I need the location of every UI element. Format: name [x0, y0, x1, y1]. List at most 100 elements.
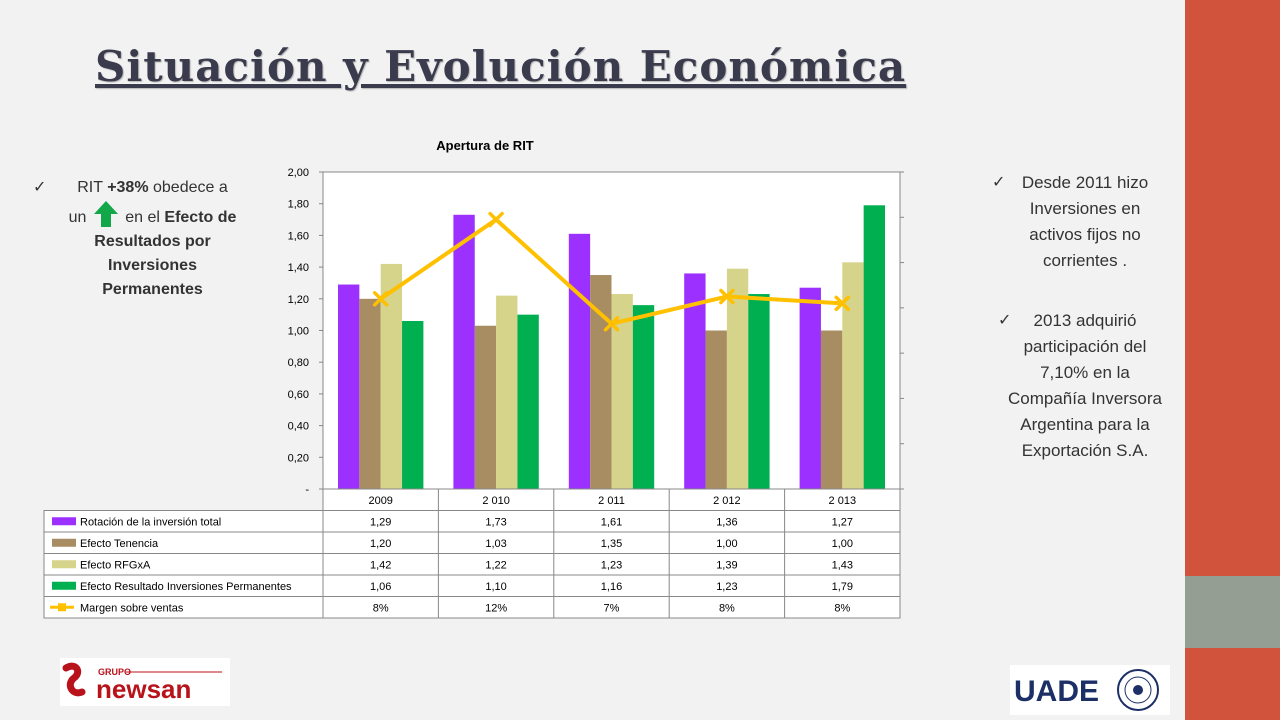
y-tick-label: 0,40	[288, 421, 309, 433]
data-label: 1,03	[485, 538, 506, 550]
y-tick-label: 1,40	[288, 262, 309, 274]
bar-2	[474, 325, 497, 489]
check-icon: ✓	[998, 312, 1012, 329]
bullet-bold: Resultados por Inversiones Permanentes	[94, 233, 211, 298]
legend-label: Efecto RFGxA	[80, 560, 151, 572]
bar-4	[402, 320, 424, 489]
bullet-bold: Efecto de	[164, 209, 237, 226]
bullet-text: un	[68, 209, 87, 226]
data-label: 1,20	[370, 538, 391, 550]
bullet-text: obedece a	[148, 179, 228, 196]
x-tick-label: 2 011	[598, 495, 625, 507]
legend-label: Efecto Tenencia	[80, 538, 159, 550]
arrow-up-icon	[93, 201, 118, 227]
line-point-marker	[834, 295, 851, 312]
bar-4	[863, 205, 885, 489]
newsan-logo-small: GRUPO	[98, 667, 131, 677]
data-label: 12%	[485, 603, 507, 615]
bar-4	[632, 305, 655, 489]
data-label: 1,73	[485, 517, 506, 529]
newsan-logo: GRUPO newsan	[60, 658, 230, 706]
bullet-text: 2013 adquirió participación del 7,10% en…	[1007, 311, 1163, 460]
legend-key	[52, 560, 76, 569]
y-tick-label: -	[305, 484, 309, 496]
data-label: 1,29	[370, 517, 391, 529]
line-point-marker	[488, 211, 504, 228]
bar-3	[380, 263, 403, 489]
legend-label: Efecto Resultado Inversiones Permanentes	[80, 581, 292, 593]
bar-1	[684, 273, 706, 489]
bar-1	[799, 287, 821, 489]
line-point-marker	[603, 315, 620, 332]
line-point-marker	[719, 288, 735, 305]
line-point-marker	[372, 291, 389, 307]
data-label: 8%	[834, 603, 850, 615]
data-label: 7%	[604, 603, 620, 615]
bullet-text: en el	[125, 209, 165, 226]
uade-logo: UADE	[1010, 665, 1170, 715]
y-tick-label: 1,60	[288, 230, 309, 242]
bar-4	[517, 314, 539, 489]
legend-key-marker	[58, 603, 66, 612]
bar-1	[453, 214, 475, 490]
bar-2	[705, 330, 727, 489]
bar-3	[726, 268, 749, 489]
data-label: 1,10	[485, 581, 506, 593]
data-label: 1,42	[370, 560, 391, 572]
data-label: 1,36	[716, 517, 737, 529]
bar-4	[748, 294, 770, 489]
legend-key	[52, 581, 76, 590]
uade-logo-text: UADE	[1014, 675, 1099, 708]
bar-2	[359, 298, 381, 489]
y-tick-label: 0,60	[288, 389, 309, 401]
data-label: 1,27	[832, 517, 853, 529]
chart-svg: Apertura de RIT - 0,20 0,40 0,60 0,80 1,00 1,20…	[43, 138, 952, 619]
y-tick-label: 1,80	[288, 199, 309, 211]
x-tick-label: 2 012	[713, 495, 741, 507]
bar-3	[842, 262, 864, 489]
y-tick-label: 1,00	[288, 326, 309, 338]
y-tick-label: 0,20	[288, 452, 309, 464]
bullet-inversiones: ✓ Desde 2011 hizo Inversiones en activos…	[992, 170, 1170, 274]
check-icon: ✓	[33, 179, 47, 196]
y-tick-label: 2,00	[288, 167, 309, 179]
x-tick-label: 2009	[368, 495, 392, 507]
bar-3	[611, 294, 633, 489]
bullet-text: RIT	[77, 179, 108, 196]
legend-key	[52, 538, 76, 547]
newsan-logo-text: newsan	[96, 674, 191, 704]
bullet-text: Desde 2011 hizo Inversiones en activos f…	[1021, 173, 1149, 270]
bar-2	[820, 330, 843, 489]
y-tick-label: 1,20	[288, 294, 309, 306]
data-label: 1,61	[601, 517, 622, 529]
legend-label: Margen sobre ventas	[80, 603, 184, 615]
data-label: 1,06	[370, 581, 391, 593]
data-label: 1,16	[601, 581, 622, 593]
bullet-bold: +38%	[107, 179, 149, 196]
legend-key	[52, 517, 76, 526]
data-label: 1,22	[485, 560, 506, 572]
x-tick-label: 2 013	[829, 495, 857, 507]
data-label: 1,23	[716, 581, 737, 593]
page-title: Situación y Evolución Económica	[95, 42, 907, 91]
bar-3	[496, 295, 518, 489]
side-accent-block	[1185, 576, 1280, 648]
data-label: 1,35	[601, 538, 622, 550]
bullet-participacion: ✓ 2013 adquirió participación del 7,10% …	[998, 308, 1170, 464]
data-label: 1,00	[832, 538, 853, 550]
data-label: 8%	[719, 603, 735, 615]
bullet-rit: ✓ RIT +38% obedece a un en el Efecto de …	[33, 176, 260, 302]
data-label: 1,43	[832, 560, 853, 572]
chart-title: Apertura de RIT	[436, 138, 534, 153]
check-icon: ✓	[992, 174, 1006, 191]
data-label: 1,79	[832, 581, 853, 593]
data-label: 8%	[373, 603, 389, 615]
bar-1	[338, 284, 360, 489]
chart-apertura-rit: Apertura de RIT - 0,20 0,40 0,60 0,80 1,00 1,20…	[40, 130, 952, 620]
y-tick-label: 0,80	[288, 357, 309, 369]
data-label: 1,23	[601, 560, 622, 572]
bar-1	[568, 233, 591, 489]
data-label: 1,39	[716, 560, 737, 572]
x-tick-label: 2 010	[482, 495, 510, 507]
data-label: 1,00	[716, 538, 737, 550]
